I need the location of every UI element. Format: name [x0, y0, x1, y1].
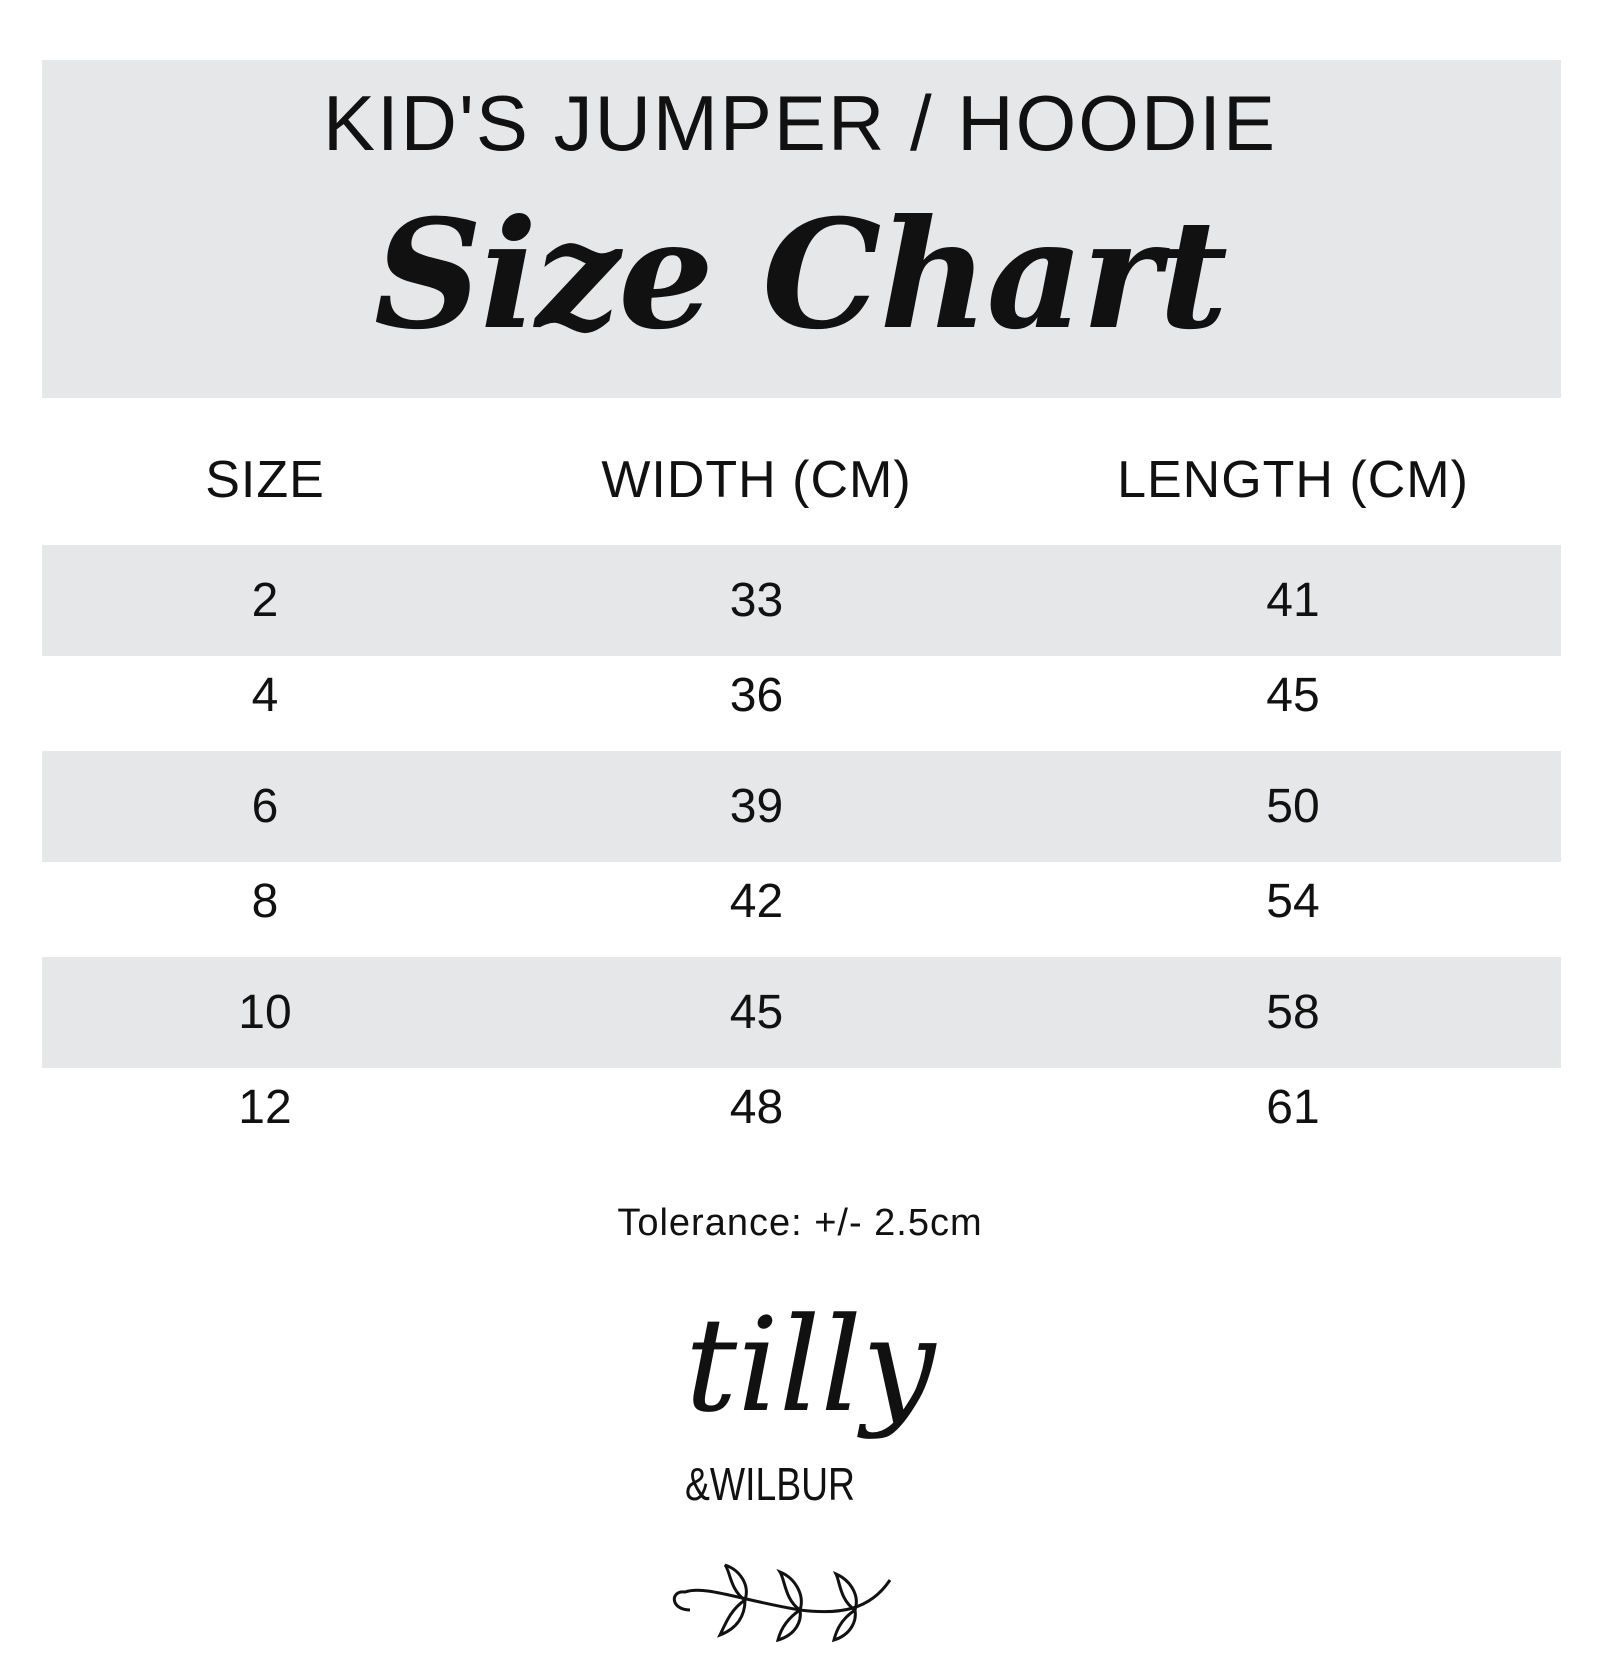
logo-wilbur: &WILBUR [685, 1458, 855, 1510]
brand-logo: tilly &WILBUR [672, 1289, 937, 1643]
chart-title: Size Chart [373, 187, 1228, 363]
width-cell: 36 [729, 668, 784, 722]
size-cell: 6 [251, 779, 279, 833]
table-row: 4 36 45 [42, 648, 1561, 743]
length-cell: 54 [1266, 874, 1320, 928]
table-row: 8 42 54 [42, 854, 1561, 949]
logo-tilly: tilly [685, 1289, 937, 1441]
chart-subtitle: KID'S JUMPER / HOODIE [322, 79, 1277, 167]
length-cell: 58 [1266, 985, 1320, 1039]
size-cell: 2 [251, 573, 279, 627]
width-cell: 39 [729, 779, 784, 833]
width-cell: 48 [729, 1080, 784, 1134]
table-row: 6 39 50 [42, 751, 1561, 862]
length-cell: 61 [1266, 1080, 1320, 1134]
width-cell: 33 [729, 573, 784, 627]
column-header-length: LENGTH (CM) [1117, 451, 1469, 509]
table-row: 10 45 58 [42, 957, 1561, 1068]
length-cell: 41 [1266, 573, 1320, 627]
tolerance-note: Tolerance: +/- 2.5cm [617, 1202, 983, 1244]
leaf-branch-icon [672, 1563, 892, 1643]
size-cell: 8 [251, 874, 279, 928]
size-cell: 10 [238, 985, 292, 1039]
column-header-size: SIZE [205, 451, 325, 509]
table-row: 12 48 61 [42, 1060, 1561, 1155]
column-header-width: WIDTH (CM) [601, 451, 912, 509]
width-cell: 45 [729, 985, 784, 1039]
size-cell: 12 [238, 1080, 292, 1134]
length-cell: 50 [1266, 779, 1320, 833]
header-band [42, 60, 1561, 398]
width-cell: 42 [729, 874, 784, 928]
table-header-row: SIZE WIDTH (CM) LENGTH (CM) [42, 430, 1561, 530]
length-cell: 45 [1266, 668, 1320, 722]
size-cell: 4 [251, 668, 279, 722]
table-row: 2 33 41 [42, 545, 1561, 656]
